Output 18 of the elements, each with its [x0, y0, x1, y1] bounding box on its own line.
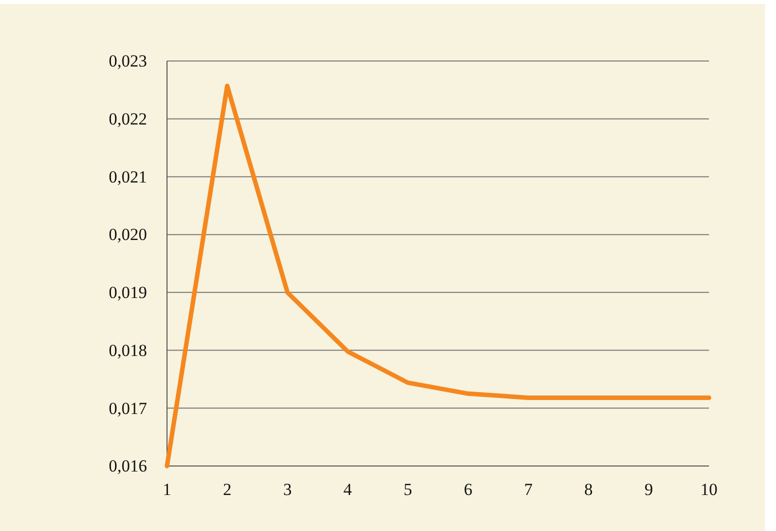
y-tick-label: 0,018	[108, 340, 147, 360]
x-tick-label: 9	[644, 480, 654, 499]
y-tick-label: 0,019	[108, 283, 147, 302]
y-tick-label: 0,017	[108, 398, 148, 418]
y-tick-label: 0,020	[108, 225, 147, 244]
x-tick-label: 2	[222, 480, 232, 499]
x-tick-label: 1	[162, 480, 172, 499]
x-tick-label: 8	[584, 480, 593, 499]
x-tick-label: 4	[343, 480, 352, 499]
y-tick-label: 0,021	[108, 167, 147, 186]
x-tick-label: 10	[700, 480, 718, 499]
y-tick-label: 0,022	[108, 109, 147, 128]
x-tick-label: 7	[524, 480, 534, 499]
x-tick-label: 5	[404, 480, 412, 499]
y-tick-label: 0,016	[108, 456, 147, 476]
x-tick-label: 3	[283, 480, 292, 499]
x-tick-label: 6	[464, 480, 472, 499]
y-tick-label: 0,023	[108, 52, 147, 71]
